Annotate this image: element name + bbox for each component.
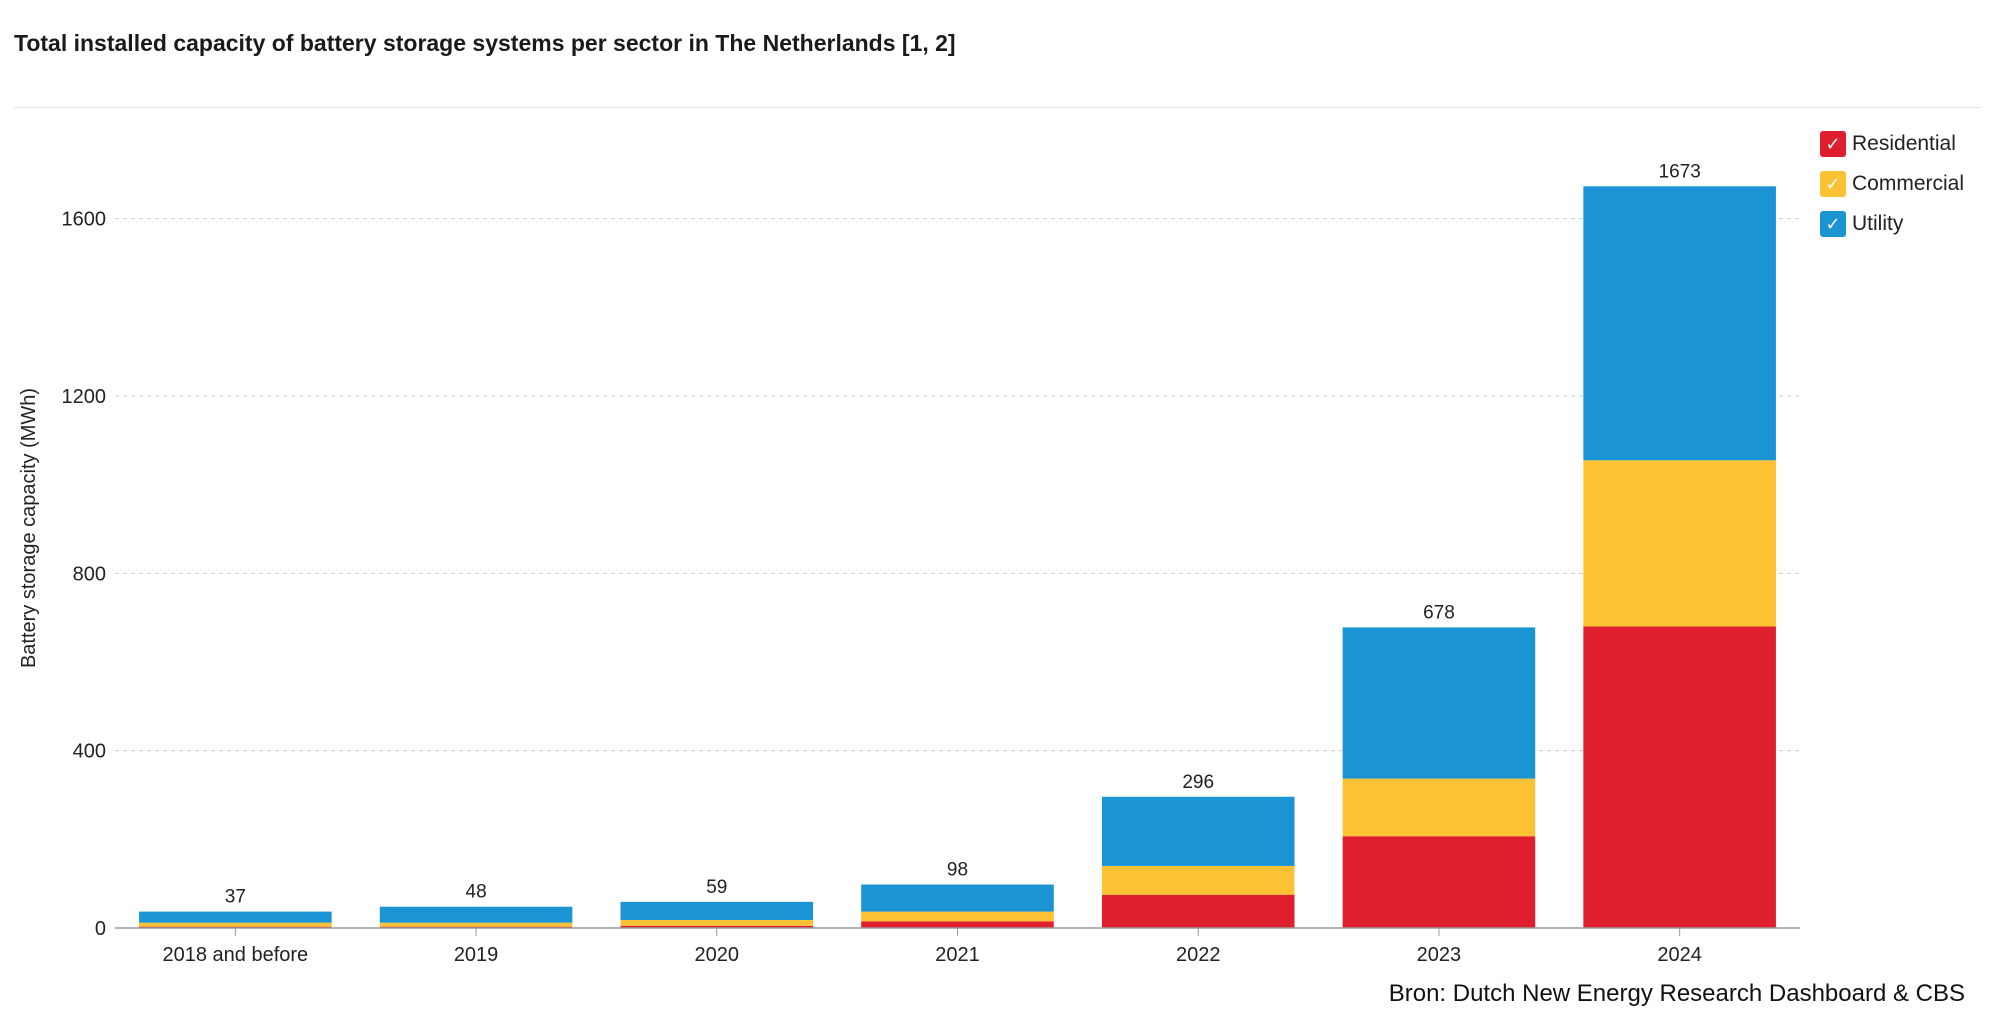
- bar-segment-utility[interactable]: [1583, 186, 1776, 461]
- x-tick-label: 2024: [1657, 944, 1702, 966]
- bar-segment-commercial[interactable]: [620, 920, 814, 926]
- bar-segment-commercial[interactable]: [139, 922, 332, 927]
- bars: [139, 186, 1776, 928]
- y-axis-ticks: 0 400 800 1200 1600: [62, 209, 107, 940]
- bar-segment-utility[interactable]: [620, 901, 814, 921]
- y-tick-label: 800: [73, 563, 106, 585]
- legend-item-residential[interactable]: ✓ Residential: [1820, 130, 1964, 158]
- legend-label: Commercial: [1852, 172, 1965, 195]
- total-label: 59: [706, 877, 727, 898]
- x-tick-label: 2018 and before: [163, 944, 309, 966]
- title-divider: [14, 107, 1980, 108]
- checkbox-icon[interactable]: ✓: [1820, 131, 1846, 157]
- total-label: 1673: [1659, 161, 1701, 182]
- total-labels: 37 48 59 98 296 678 1673: [225, 161, 1701, 907]
- legend-item-commercial[interactable]: ✓ Commercial: [1820, 170, 1964, 198]
- y-axis-label: Battery storage capacity (MWh): [18, 388, 40, 668]
- bar-segment-residential[interactable]: [1101, 894, 1295, 928]
- bar-segment-utility[interactable]: [379, 906, 573, 923]
- bar-segment-utility[interactable]: [861, 884, 1054, 912]
- x-tick-label: 2021: [935, 944, 980, 966]
- bar-segment-residential[interactable]: [1342, 836, 1536, 928]
- bar-segment-commercial[interactable]: [861, 911, 1054, 922]
- total-label: 98: [947, 860, 968, 881]
- total-label: 296: [1182, 772, 1214, 793]
- chart-title: Total installed capacity of battery stor…: [14, 30, 956, 56]
- bar-segment-residential[interactable]: [620, 925, 814, 928]
- x-tick-label: 2022: [1176, 944, 1221, 966]
- y-tick-label: 0: [95, 918, 106, 940]
- bar-segment-commercial[interactable]: [1101, 865, 1295, 895]
- source-note: Bron: Dutch New Energy Research Dashboar…: [1388, 980, 1965, 1007]
- bar-segment-utility[interactable]: [139, 911, 332, 923]
- x-tick-label: 2020: [695, 944, 740, 966]
- y-tick-label: 1200: [62, 386, 107, 408]
- y-tick-label: 1600: [62, 209, 107, 231]
- bar-segment-residential[interactable]: [861, 921, 1054, 928]
- total-label: 678: [1423, 602, 1455, 623]
- total-label: 37: [225, 887, 246, 908]
- bar-segment-commercial[interactable]: [379, 922, 573, 927]
- legend-item-utility[interactable]: ✓ Utility: [1820, 210, 1964, 238]
- x-axis-ticks: 2018 and before 2019 2020 2021 2022 2023 2024: [163, 928, 1702, 966]
- y-tick-label: 400: [73, 741, 106, 763]
- legend: ✓ Residential ✓ Commercial ✓ Utility: [1820, 130, 1964, 250]
- legend-label: Residential: [1852, 132, 1956, 155]
- bar-segment-commercial[interactable]: [1342, 778, 1536, 837]
- bar-segment-commercial[interactable]: [1583, 460, 1776, 627]
- bar-segment-residential[interactable]: [1583, 626, 1776, 928]
- x-tick-label: 2019: [454, 944, 499, 966]
- legend-label: Utility: [1852, 212, 1904, 235]
- checkbox-icon[interactable]: ✓: [1820, 171, 1846, 197]
- bar-segment-utility[interactable]: [1101, 796, 1295, 866]
- total-label: 48: [466, 882, 487, 903]
- grid-lines: [115, 218, 1800, 752]
- bar-segment-utility[interactable]: [1342, 627, 1536, 779]
- checkbox-icon[interactable]: ✓: [1820, 211, 1846, 237]
- x-tick-label: 2023: [1417, 944, 1462, 966]
